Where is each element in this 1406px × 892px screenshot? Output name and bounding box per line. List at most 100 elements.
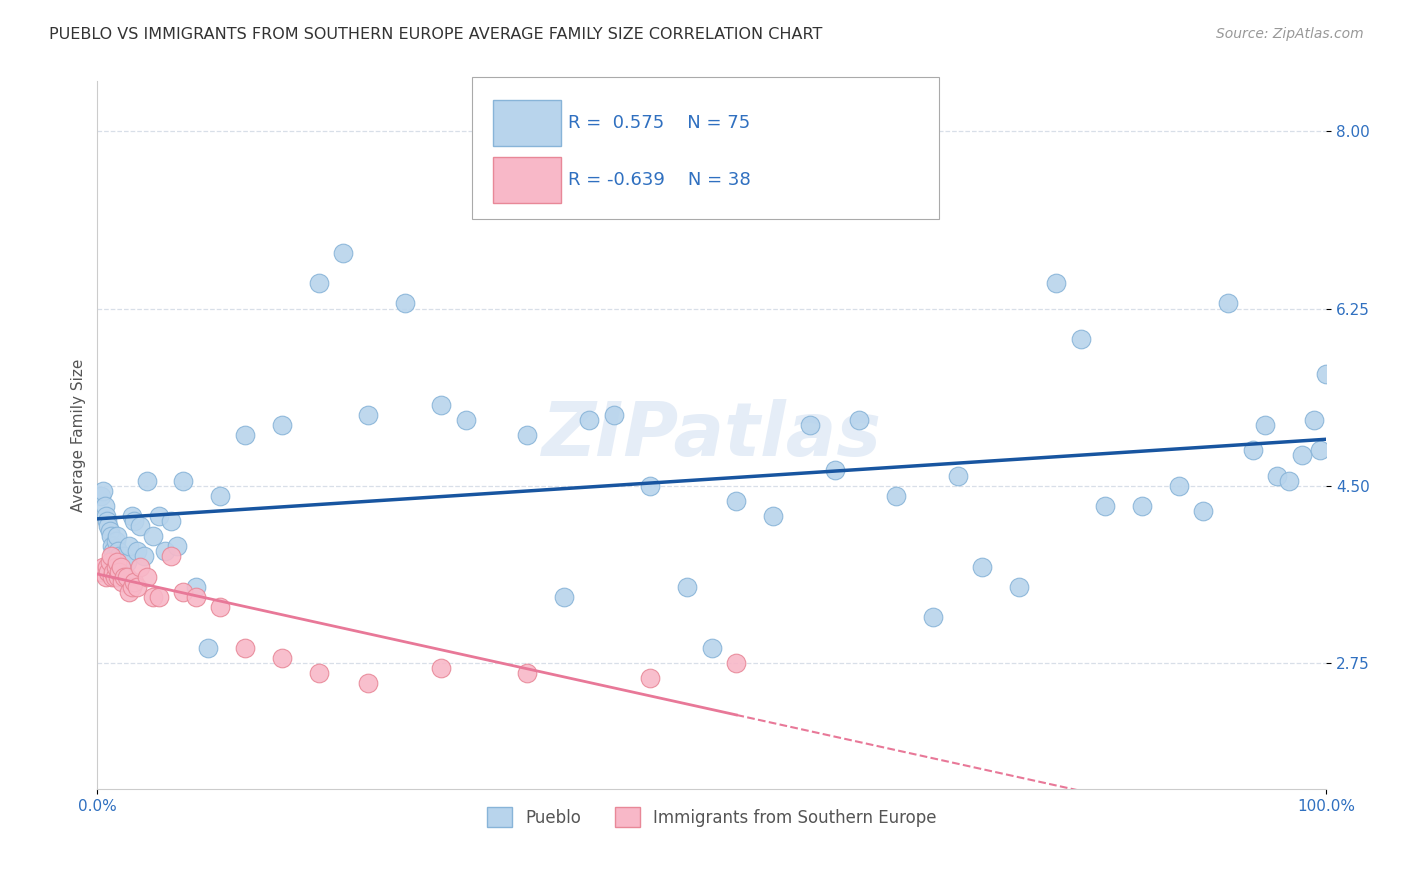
Point <box>799 417 821 432</box>
Point <box>112 549 135 564</box>
Point <box>148 590 170 604</box>
Point <box>1278 474 1301 488</box>
Point <box>700 640 723 655</box>
Point <box>676 580 699 594</box>
Point <box>118 540 141 554</box>
FancyBboxPatch shape <box>494 101 561 146</box>
Legend: Pueblo, Immigrants from Southern Europe: Pueblo, Immigrants from Southern Europe <box>481 800 943 834</box>
Point <box>233 640 256 655</box>
Point <box>184 590 207 604</box>
Point <box>762 508 785 523</box>
Point <box>115 555 138 569</box>
Point <box>172 585 194 599</box>
Point <box>308 665 330 680</box>
Point <box>884 489 907 503</box>
Point <box>121 508 143 523</box>
Point <box>111 574 134 589</box>
Point <box>516 428 538 442</box>
Point <box>96 514 118 528</box>
Point <box>1265 468 1288 483</box>
Point <box>98 524 121 538</box>
Point <box>972 559 994 574</box>
Point <box>97 519 120 533</box>
FancyBboxPatch shape <box>472 78 939 219</box>
Point <box>824 463 846 477</box>
Point <box>725 493 748 508</box>
Point <box>270 650 292 665</box>
Point <box>1291 448 1313 462</box>
Point <box>101 570 124 584</box>
Point <box>160 549 183 564</box>
Point <box>946 468 969 483</box>
Point <box>160 514 183 528</box>
Point <box>848 413 870 427</box>
Point <box>142 529 165 543</box>
Point <box>97 565 120 579</box>
Point <box>104 559 127 574</box>
Point <box>129 559 152 574</box>
Point <box>1070 332 1092 346</box>
Text: ZIPatlas: ZIPatlas <box>541 399 882 472</box>
Point <box>209 600 232 615</box>
Point <box>101 540 124 554</box>
Point <box>602 408 624 422</box>
Point <box>184 580 207 594</box>
Point <box>430 661 453 675</box>
Point <box>100 529 122 543</box>
Point <box>1315 368 1337 382</box>
Point <box>129 519 152 533</box>
Point <box>725 656 748 670</box>
Point <box>1216 296 1239 310</box>
Point <box>640 671 662 685</box>
Point <box>332 246 354 260</box>
Text: Source: ZipAtlas.com: Source: ZipAtlas.com <box>1216 27 1364 41</box>
Y-axis label: Average Family Size: Average Family Size <box>72 359 86 512</box>
Point <box>1241 443 1264 458</box>
Point <box>454 413 477 427</box>
Point <box>98 555 121 569</box>
Text: R =  0.575    N = 75: R = 0.575 N = 75 <box>568 114 751 132</box>
Point <box>233 428 256 442</box>
Point <box>110 555 132 569</box>
Point <box>172 474 194 488</box>
Point <box>103 549 125 564</box>
Point <box>1045 277 1067 291</box>
Point <box>578 413 600 427</box>
Text: PUEBLO VS IMMIGRANTS FROM SOUTHERN EUROPE AVERAGE FAMILY SIZE CORRELATION CHART: PUEBLO VS IMMIGRANTS FROM SOUTHERN EUROP… <box>49 27 823 42</box>
Point <box>640 478 662 492</box>
Point <box>357 676 380 690</box>
Point <box>1192 504 1215 518</box>
Point <box>430 398 453 412</box>
Point <box>308 277 330 291</box>
Point <box>118 585 141 599</box>
Point <box>105 529 128 543</box>
Point <box>94 508 117 523</box>
Text: R = -0.639    N = 38: R = -0.639 N = 38 <box>568 171 751 189</box>
Point <box>553 590 575 604</box>
Point <box>197 640 219 655</box>
FancyBboxPatch shape <box>494 157 561 203</box>
Point <box>107 570 129 584</box>
Point <box>125 544 148 558</box>
Point <box>90 489 112 503</box>
Point <box>122 514 145 528</box>
Point <box>115 570 138 584</box>
Point <box>93 483 115 498</box>
Point <box>148 508 170 523</box>
Point <box>96 559 118 574</box>
Point <box>93 499 115 513</box>
Point <box>270 417 292 432</box>
Point <box>125 580 148 594</box>
Point <box>110 559 132 574</box>
Point <box>922 610 945 624</box>
Point <box>107 544 129 558</box>
Point <box>1254 417 1277 432</box>
Point <box>103 570 125 584</box>
Point <box>1167 478 1189 492</box>
Point <box>111 559 134 574</box>
Point <box>1303 413 1326 427</box>
Point <box>94 570 117 584</box>
Point <box>103 544 125 558</box>
Point <box>135 570 157 584</box>
Point <box>1008 580 1031 594</box>
